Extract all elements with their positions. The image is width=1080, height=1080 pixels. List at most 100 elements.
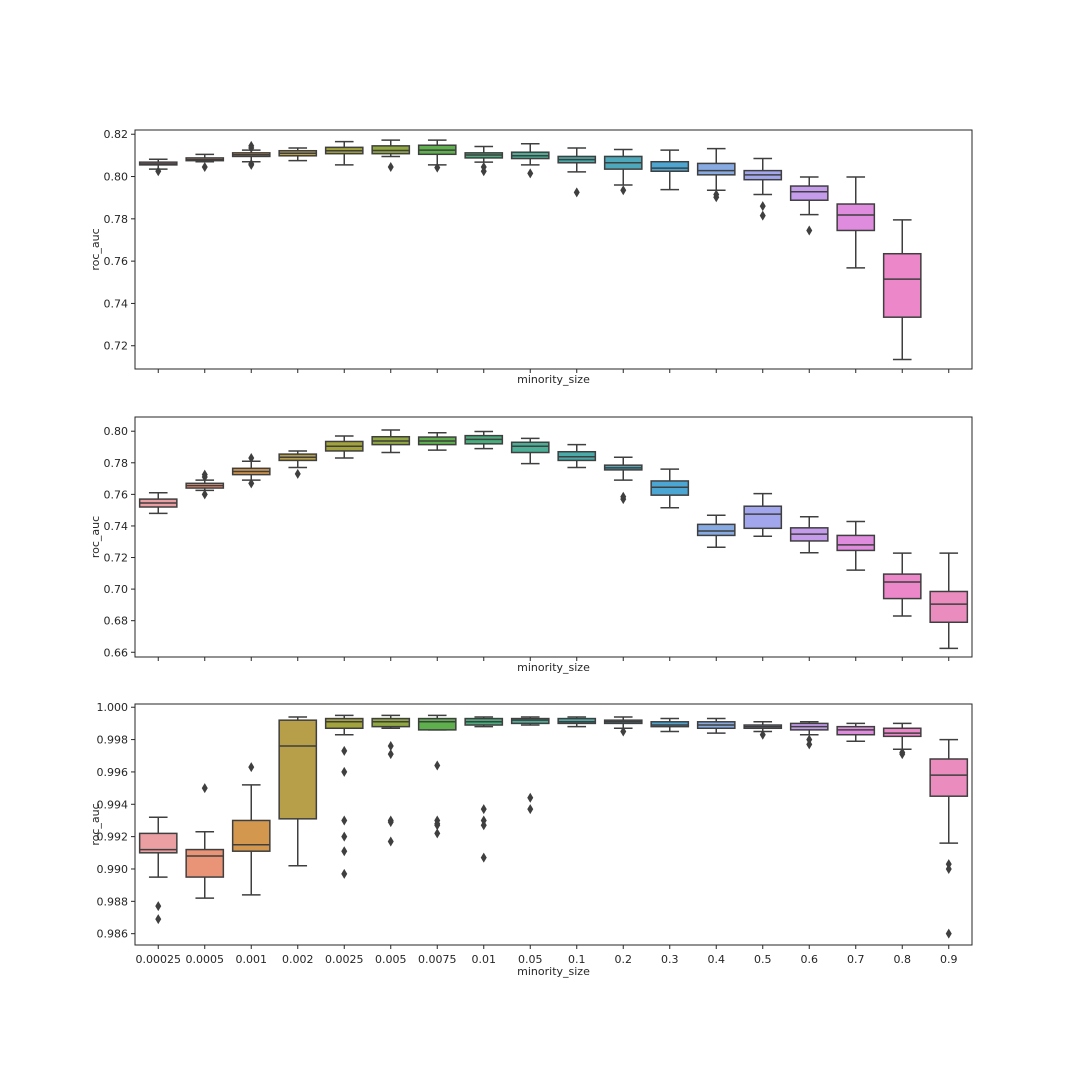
outlier-point xyxy=(620,726,627,737)
box-0.01 xyxy=(464,716,504,863)
box-iqr xyxy=(929,590,969,624)
x-tick-label: 0.1 xyxy=(568,953,586,966)
axes-frame xyxy=(134,703,973,946)
y-tick-label: 0.66 xyxy=(104,646,129,659)
box-0.7 xyxy=(836,722,876,742)
box-0.0025 xyxy=(324,714,364,879)
box-0.0005 xyxy=(185,783,225,899)
box-iqr xyxy=(836,534,876,552)
outlier-point xyxy=(713,192,720,203)
box-0.0075 xyxy=(417,714,457,839)
box-0.3 xyxy=(650,717,690,733)
box-0.001 xyxy=(231,453,271,489)
box-0.002 xyxy=(278,450,318,479)
box-iqr xyxy=(557,717,597,725)
box-0.002 xyxy=(278,716,318,867)
box-0.1 xyxy=(557,443,597,469)
outlier-point xyxy=(899,749,906,760)
box-iqr xyxy=(417,717,457,731)
outlier-point xyxy=(759,729,766,740)
outlier-point xyxy=(155,901,162,912)
y-tick-label: 0.72 xyxy=(104,340,129,353)
x-tick-label: 0.0075 xyxy=(418,953,457,966)
outlier-point xyxy=(341,831,348,842)
y-tick-label: 0.80 xyxy=(104,425,129,438)
box-0.0025 xyxy=(324,435,364,459)
box-0.005 xyxy=(371,714,411,847)
x-tick-label: 0.005 xyxy=(375,953,407,966)
outlier-point xyxy=(341,745,348,756)
x-tick-label: 0.001 xyxy=(236,953,268,966)
box-0.5 xyxy=(743,492,783,537)
outlier-point xyxy=(341,868,348,879)
box-0.8 xyxy=(882,552,922,617)
x-tick-label: 0.0025 xyxy=(325,953,364,966)
box-iqr xyxy=(138,832,178,854)
box-iqr xyxy=(650,160,690,172)
outlier-point xyxy=(620,185,627,196)
axes-frame xyxy=(134,416,973,658)
outlier-point xyxy=(201,783,208,794)
outlier-point xyxy=(387,817,394,828)
box-0.2 xyxy=(603,456,643,505)
box-0.6 xyxy=(789,516,829,554)
y-tick-label: 0.76 xyxy=(104,488,129,501)
outlier-point xyxy=(434,760,441,771)
y-tick-label: 0.72 xyxy=(104,552,129,565)
x-axis-label: minority_size xyxy=(517,965,590,978)
x-tick-label: 0.00025 xyxy=(136,953,182,966)
box-0.1 xyxy=(557,147,597,198)
box-0.8 xyxy=(882,219,922,361)
outlier-point xyxy=(527,168,534,179)
box-0.4 xyxy=(696,147,736,203)
box-iqr xyxy=(696,523,736,537)
outlier-point xyxy=(434,828,441,839)
outlier-point xyxy=(480,804,487,815)
y-tick-label: 0.80 xyxy=(104,171,129,184)
outlier-point xyxy=(806,225,813,236)
box-0.00025 xyxy=(138,816,178,925)
x-tick-label: 0.6 xyxy=(801,953,819,966)
outlier-point xyxy=(201,162,208,173)
box-iqr xyxy=(696,162,736,176)
box-0.0075 xyxy=(417,139,457,173)
outlier-point xyxy=(248,159,255,170)
outlier-point xyxy=(248,453,255,464)
box-0.2 xyxy=(603,148,643,196)
x-tick-label: 0.002 xyxy=(282,953,314,966)
outlier-point xyxy=(294,468,301,479)
y-axis-label: roc_auc xyxy=(89,803,102,845)
outlier-point xyxy=(527,804,534,815)
box-0.4 xyxy=(696,514,736,549)
x-axis-label: minority_size xyxy=(517,373,590,386)
box-iqr xyxy=(185,848,225,878)
x-tick-label: 0.9 xyxy=(940,953,958,966)
x-tick-label: 0.4 xyxy=(708,953,726,966)
outlier-point xyxy=(527,792,534,803)
box-0.05 xyxy=(510,716,550,815)
box-0.7 xyxy=(836,520,876,571)
axes-frame xyxy=(134,129,973,370)
y-tick-label: 0.986 xyxy=(97,928,129,941)
box-iqr xyxy=(650,480,690,496)
box-0.005 xyxy=(371,139,411,173)
box-iqr xyxy=(743,505,783,530)
outlier-point xyxy=(248,762,255,773)
box-iqr xyxy=(789,185,829,201)
y-tick-label: 0.996 xyxy=(97,766,129,779)
y-tick-label: 0.70 xyxy=(104,583,129,596)
box-iqr xyxy=(510,441,550,454)
panel-top: 0.72 0.74 0.76 0.78 0.80 0.82 minority_size roc… xyxy=(89,128,973,386)
x-tick-label: 0.7 xyxy=(847,953,865,966)
y-tick-label: 0.994 xyxy=(97,798,129,811)
box-iqr xyxy=(836,725,876,736)
box-iqr xyxy=(278,719,318,820)
outlier-point xyxy=(387,162,394,173)
box-0.8 xyxy=(882,722,922,760)
box-iqr xyxy=(371,717,411,728)
box-0.05 xyxy=(510,437,550,465)
outlier-point xyxy=(248,478,255,489)
box-iqr xyxy=(882,727,922,738)
x-tick-label: 0.5 xyxy=(754,953,772,966)
outlier-point xyxy=(806,739,813,750)
